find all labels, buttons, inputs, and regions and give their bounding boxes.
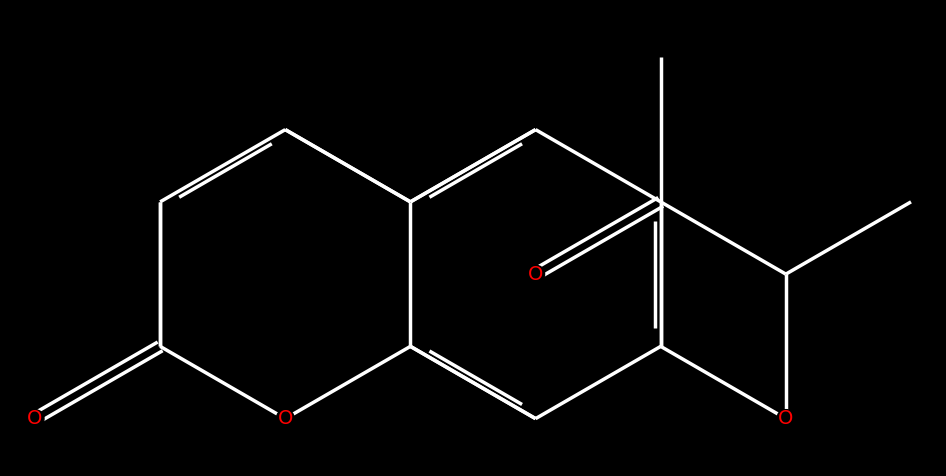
Circle shape xyxy=(276,410,294,427)
Circle shape xyxy=(527,265,545,283)
Text: O: O xyxy=(779,409,794,428)
Circle shape xyxy=(777,410,795,427)
Circle shape xyxy=(26,410,44,427)
Text: O: O xyxy=(528,265,543,284)
Text: O: O xyxy=(27,409,43,428)
Text: O: O xyxy=(277,409,293,428)
